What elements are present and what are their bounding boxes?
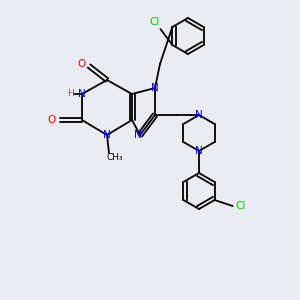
Text: CH₃: CH₃ bbox=[107, 154, 123, 163]
Text: Cl: Cl bbox=[236, 201, 246, 211]
Text: N: N bbox=[151, 83, 159, 93]
Text: O: O bbox=[77, 59, 85, 69]
Text: O: O bbox=[48, 115, 56, 125]
Text: N: N bbox=[195, 110, 203, 120]
Text: N: N bbox=[103, 130, 111, 140]
Text: Cl: Cl bbox=[149, 17, 160, 27]
Text: N: N bbox=[195, 146, 203, 156]
Text: N: N bbox=[134, 130, 142, 140]
Text: H: H bbox=[67, 89, 73, 98]
Text: N: N bbox=[78, 89, 86, 99]
